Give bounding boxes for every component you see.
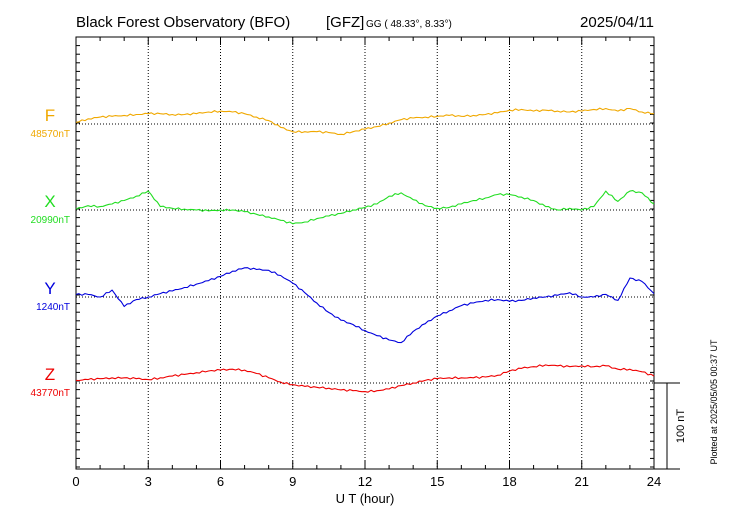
- series-name-x: X: [44, 192, 55, 211]
- x-tick-label-12: 12: [358, 474, 372, 489]
- x-tick-labels: 0 3 6 9 12 15 18 21 24: [72, 474, 661, 489]
- x-tick-label-18: 18: [502, 474, 516, 489]
- series-baselines: [76, 123, 654, 384]
- x-tick-label-21: 21: [575, 474, 589, 489]
- series-line-y: [75, 267, 655, 344]
- plotted-timestamp: Plotted at 2025/05/05 00:37 UT: [709, 339, 719, 465]
- series-line-f: [75, 107, 654, 136]
- series-name-z: Z: [45, 365, 55, 384]
- station-coordinates: GG ( 48.33°, 8.33°): [366, 19, 452, 30]
- series-baseline-label-y: 1240nT: [36, 302, 70, 313]
- x-tick-label-6: 6: [217, 474, 224, 489]
- scale-bar: 100 nT: [654, 382, 687, 470]
- x-axis-label: U T (hour): [336, 491, 395, 506]
- series-name-y: Y: [44, 279, 55, 298]
- series-baseline-label-z: 43770nT: [31, 388, 70, 399]
- series-labels: F 48570nT X 20990nT Y 1240nT Z 43770nT: [31, 106, 70, 399]
- x-tick-label-3: 3: [145, 474, 152, 489]
- chart-date: 2025/04/11: [580, 14, 654, 31]
- series-lines: [75, 107, 655, 393]
- agency-label: [GFZ]: [326, 14, 364, 31]
- scale-bar-label: 100 nT: [675, 409, 687, 444]
- series-baseline-label-f: 48570nT: [31, 129, 70, 140]
- series-name-f: F: [45, 106, 55, 125]
- x-tick-label-0: 0: [72, 474, 79, 489]
- series-line-x: [75, 190, 655, 225]
- x-tick-label-9: 9: [289, 474, 296, 489]
- chart-title: Black Forest Observatory (BFO): [76, 14, 290, 31]
- x-tick-label-15: 15: [430, 474, 444, 489]
- series-line-z: [75, 364, 655, 393]
- x-tick-label-24: 24: [647, 474, 661, 489]
- axis-ticks: [75, 36, 655, 469]
- grid-lines: [147, 37, 583, 469]
- series-baseline-label-x: 20990nT: [31, 215, 70, 226]
